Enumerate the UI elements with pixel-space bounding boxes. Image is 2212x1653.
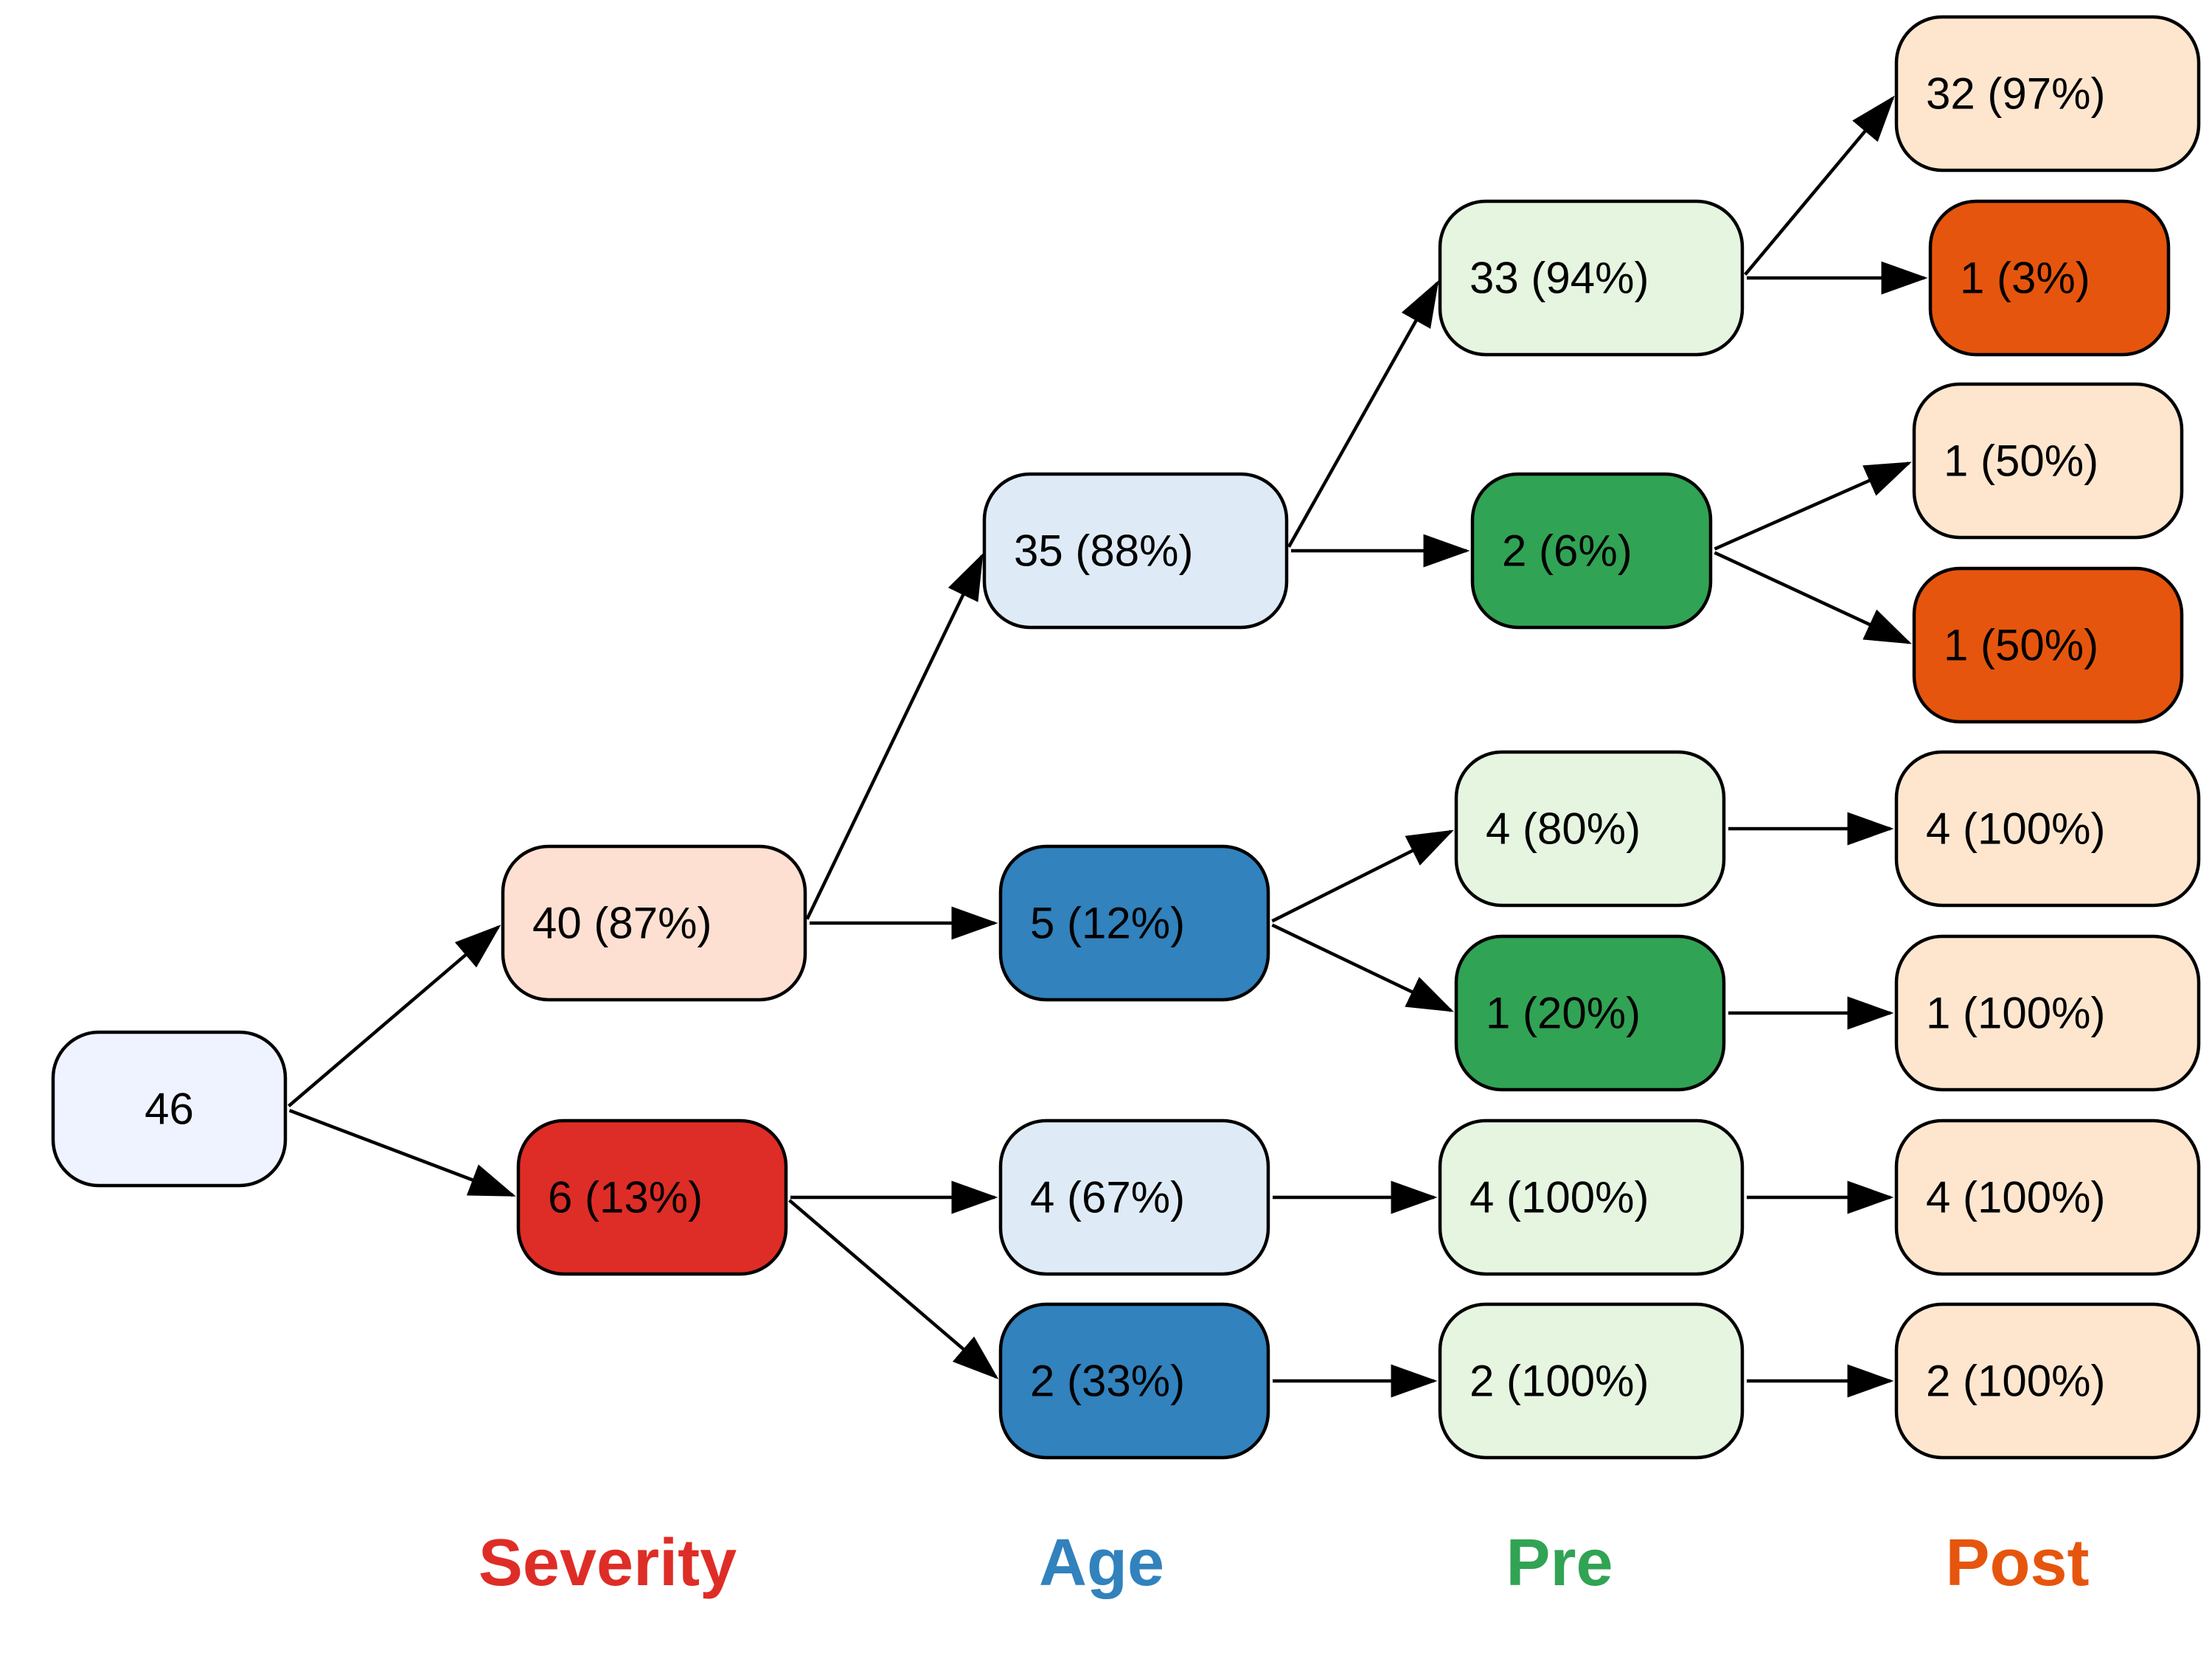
node-q4: 1 (50%) [1912, 566, 2184, 724]
node-box [998, 844, 1270, 1002]
node-label: 4 (100%) [1926, 1173, 2105, 1222]
node-a1: 35 (88%) [982, 472, 1289, 630]
node-p1: 33 (94%) [1438, 199, 1745, 357]
node-a3: 4 (67%) [998, 1118, 1270, 1276]
node-box [1438, 1118, 1745, 1276]
node-box [501, 844, 807, 1002]
node-box [1894, 750, 2201, 908]
node-label: 1 (100%) [1926, 989, 2105, 1038]
node-a2: 5 (12%) [998, 844, 1270, 1002]
node-q6: 1 (100%) [1894, 934, 2201, 1092]
node-box [998, 1302, 1270, 1460]
node-s1: 40 (87%) [501, 844, 807, 1002]
edge-a2-p3 [1271, 829, 1454, 923]
node-label: 1 (3%) [1960, 254, 2090, 303]
node-box [1894, 1118, 2201, 1276]
node-label: 4 (67%) [1030, 1173, 1185, 1222]
node-label: 4 (100%) [1926, 804, 2105, 854]
node-label: 5 (12%) [1030, 899, 1185, 948]
node-box [982, 472, 1289, 630]
node-root: 46 [51, 1030, 288, 1188]
node-q3: 1 (50%) [1912, 382, 2184, 540]
edge-p2-q4 [1714, 551, 1912, 644]
edges-layer [288, 95, 1928, 1398]
node-box [516, 1118, 788, 1276]
level-label-severity: Severity [479, 1526, 737, 1600]
level-label-pre: Pre [1506, 1526, 1613, 1600]
node-box [1894, 934, 2201, 1092]
node-q1: 32 (97%) [1894, 15, 2201, 173]
node-box [1928, 199, 2171, 357]
edge-a2-p4 [1271, 923, 1454, 1012]
edge-root-s2 [288, 1109, 516, 1197]
node-label: 2 (6%) [1502, 526, 1632, 576]
node-label: 46 [145, 1085, 194, 1134]
node-label: 35 (88%) [1014, 526, 1193, 576]
node-box [1894, 1302, 2201, 1460]
node-label: 2 (100%) [1926, 1357, 2105, 1406]
node-label: 4 (100%) [1470, 1173, 1649, 1222]
node-box [1454, 750, 1726, 908]
node-p2: 2 (6%) [1470, 472, 1713, 630]
edge-s2-a4 [788, 1199, 999, 1379]
level-label-age: Age [1039, 1526, 1164, 1600]
node-box [1470, 472, 1713, 630]
edge-root-s1 [288, 925, 501, 1107]
node-box [1894, 15, 2201, 173]
level-label-post: Post [1945, 1526, 2089, 1600]
node-p6: 2 (100%) [1438, 1302, 1745, 1460]
node-q5: 4 (100%) [1894, 750, 2201, 908]
edge-p1-q1 [1744, 95, 1895, 276]
node-label: 1 (50%) [1944, 436, 2098, 486]
edge-p2-q3 [1714, 462, 1912, 551]
node-p3: 4 (80%) [1454, 750, 1726, 908]
node-label: 6 (13%) [548, 1173, 703, 1222]
node-p4: 1 (20%) [1454, 934, 1726, 1092]
node-label: 40 (87%) [532, 899, 712, 948]
node-label: 1 (50%) [1944, 621, 2098, 670]
node-label: 4 (80%) [1486, 804, 1641, 854]
node-s2: 6 (13%) [516, 1118, 788, 1276]
node-box [1438, 1302, 1745, 1460]
node-label: 2 (100%) [1470, 1357, 1649, 1406]
node-label: 32 (97%) [1926, 69, 2105, 119]
node-p5: 4 (100%) [1438, 1118, 1745, 1276]
nodes-layer: 46 40 (87%) 6 (13%) 35 (88%) 5 (12%) 4 (67%) 2… [51, 15, 2201, 1460]
node-label: 2 (33%) [1030, 1357, 1185, 1406]
level-labels: Severity Age Pre Post [479, 1526, 2090, 1600]
edge-a1-p1 [1287, 280, 1439, 548]
node-box [1912, 382, 2184, 540]
node-box [1438, 199, 1745, 357]
node-box [1912, 566, 2184, 724]
node-a4: 2 (33%) [998, 1302, 1270, 1460]
node-label: 1 (20%) [1486, 989, 1641, 1038]
node-box [998, 1118, 1270, 1276]
node-q2: 1 (3%) [1928, 199, 2171, 357]
edge-s1-a1 [805, 553, 984, 920]
node-q7: 4 (100%) [1894, 1118, 2201, 1276]
node-q8: 2 (100%) [1894, 1302, 2201, 1460]
node-box [51, 1030, 288, 1188]
node-label: 33 (94%) [1470, 254, 1649, 303]
node-box [1454, 934, 1726, 1092]
